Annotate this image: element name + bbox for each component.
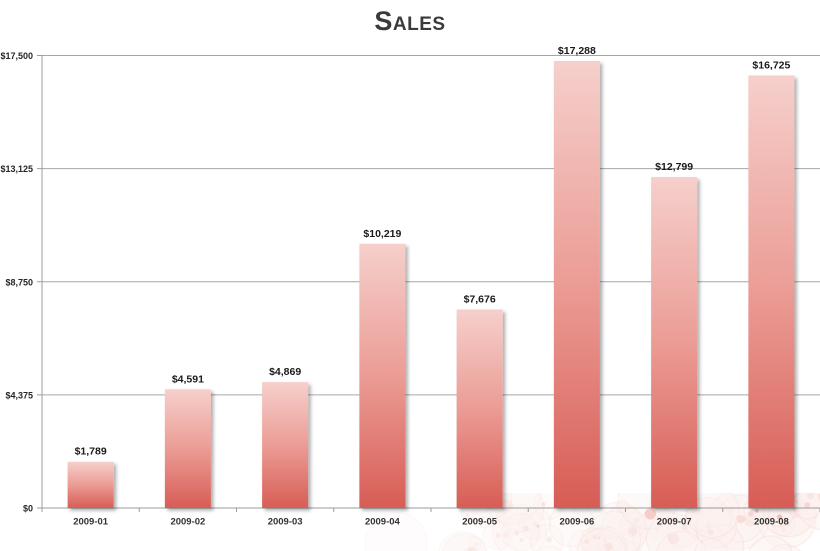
y-tick-label: $8,750: [5, 277, 33, 287]
bar-2009-06: [553, 60, 600, 508]
bar-2009-04: [359, 243, 406, 508]
bar-value-label: $17,288: [558, 45, 596, 57]
x-category-label: 2009-05: [462, 517, 498, 528]
bar-2009-08: [748, 75, 795, 509]
bar-value-label: $1,789: [75, 446, 107, 458]
chart-title: Sales: [374, 6, 446, 36]
value-labels: $1,789 $4,591 $4,869 $10,219 $7,676 $17,288 $1…: [75, 45, 791, 458]
x-category-label: 2009-04: [365, 517, 401, 528]
bar-2009-05: [456, 309, 503, 508]
bar-2009-03: [262, 382, 309, 508]
x-category-label: 2009-02: [170, 517, 205, 528]
x-category-label: 2009-07: [657, 517, 692, 528]
y-tick-label: $0: [23, 504, 33, 514]
bar-value-label: $16,725: [752, 60, 790, 72]
bubble-watermark: [364, 493, 820, 551]
bar-value-label: $7,676: [464, 294, 496, 306]
y-tick-label: $13,125: [0, 164, 33, 174]
x-category-label: 2009-06: [559, 517, 594, 528]
bar-2009-02: [164, 389, 211, 508]
bar-value-label: $12,799: [655, 161, 693, 173]
category-labels: 2009-01 2009-02 2009-03 2009-04 2009-05 2009-…: [73, 517, 789, 528]
x-category-label: 2009-01: [73, 517, 109, 528]
bar-2009-01: [67, 461, 114, 508]
gridlines: [37, 55, 820, 509]
bar-value-label: $10,219: [363, 228, 401, 240]
x-category-label: 2009-03: [268, 517, 303, 528]
y-tick-label: $17,500: [0, 51, 33, 61]
bars-group: [67, 60, 795, 509]
x-category-label: 2009-08: [754, 517, 789, 528]
y-tick-label: $4,375: [5, 390, 33, 400]
axes: [41, 55, 820, 512]
bar-value-label: $4,869: [269, 366, 301, 378]
bar-value-label: $4,591: [172, 373, 204, 385]
y-axis-labels: $0 $4,375 $8,750 $13,125 $17,500: [0, 51, 33, 514]
bar-2009-07: [651, 177, 698, 508]
